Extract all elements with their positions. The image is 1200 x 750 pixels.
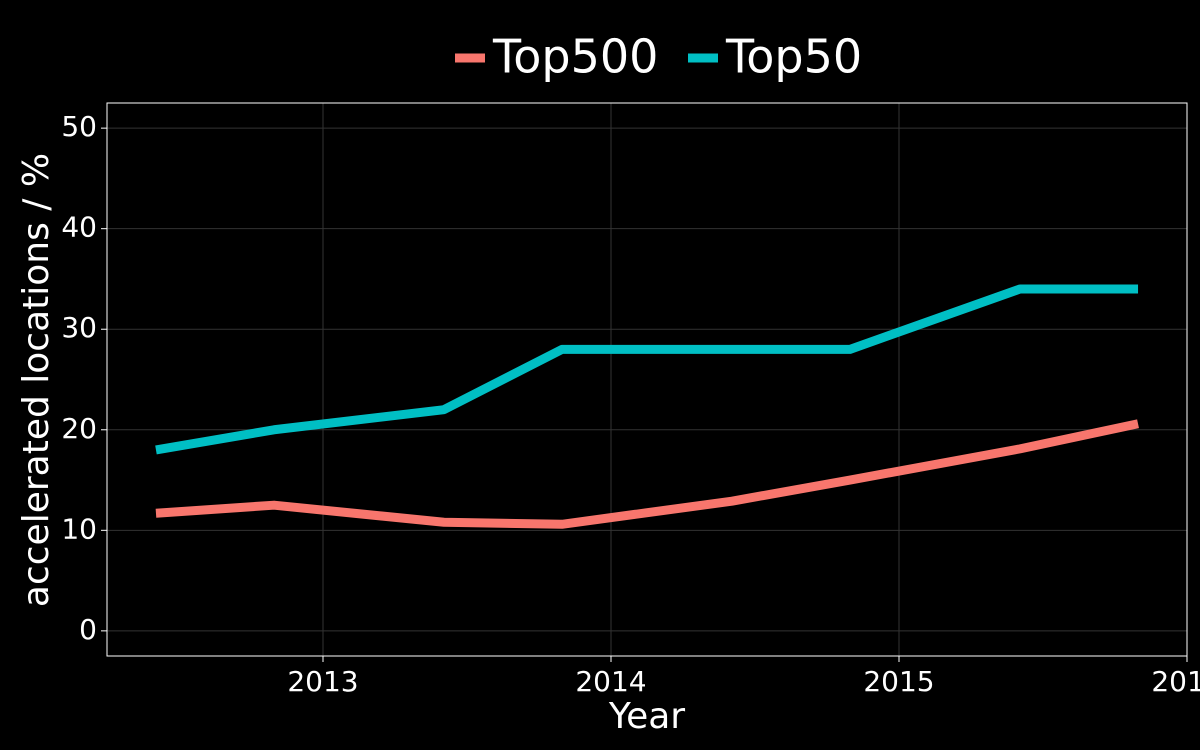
x-tick-label: 2016 <box>1151 665 1200 698</box>
line-series <box>155 419 1139 529</box>
x-tick-label: 2014 <box>575 665 646 698</box>
x-tick-label: 2015 <box>863 665 934 698</box>
x-axis-title: Year <box>608 696 685 737</box>
plot-border <box>106 102 1188 657</box>
y-tick-label: 10 <box>61 512 97 545</box>
y-tick-label: 0 <box>79 613 97 646</box>
legend-label: Top50 <box>725 30 862 84</box>
y-tick-label: 20 <box>61 412 97 445</box>
y-axis-title: accelerated locations / % <box>16 153 57 607</box>
x-tick-label: 2013 <box>287 665 358 698</box>
y-tick-label: 30 <box>61 311 97 344</box>
line-series <box>155 284 1139 455</box>
legend-label: Top500 <box>492 30 658 84</box>
y-tick-label: 50 <box>61 110 97 143</box>
y-tick-label: 40 <box>61 211 97 244</box>
